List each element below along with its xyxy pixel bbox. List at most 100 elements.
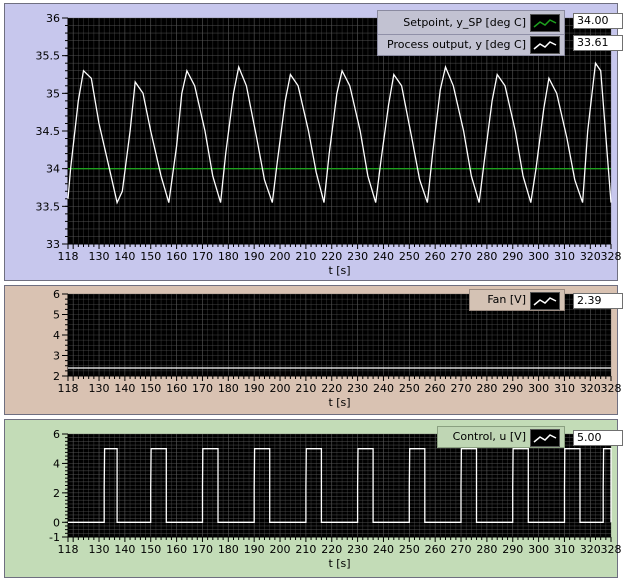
- fan-legend[interactable]: Fan [V]: [469, 289, 565, 311]
- y-tick-label: 0: [53, 516, 60, 529]
- legend-label-fan: Fan [V]: [487, 293, 526, 306]
- setpoint-readout: 34.00: [573, 13, 623, 29]
- x-tick-label: 130: [89, 250, 110, 263]
- legend-label-setpoint: Setpoint, y_SP [deg C]: [403, 16, 526, 29]
- x-tick-label: 150: [140, 250, 161, 263]
- x-tick-label: 210: [295, 382, 316, 395]
- temperature-legend: Setpoint, y_SP [deg C] Process output, y…: [377, 10, 565, 56]
- x-tick-label: 180: [218, 250, 239, 263]
- y-tick-label: 5: [53, 309, 60, 322]
- x-tick-label: 320: [580, 382, 601, 395]
- y-tick-label: -1: [49, 531, 60, 544]
- process-readout: 33.61: [573, 35, 623, 51]
- x-tick-label: 200: [270, 250, 291, 263]
- x-tick-label: 190: [244, 382, 265, 395]
- control-graph: 118 130 140 150 160 170 180 190 200 210 220 230 240 2…: [49, 428, 622, 570]
- process-line-swatch-icon: [530, 36, 560, 54]
- fan-line-swatch-icon: [530, 292, 560, 310]
- control-graph-panel: 118 130 140 150 160 170 180 190 200 210 220 230 240 2…: [4, 419, 623, 578]
- x-tick-label: 118: [58, 543, 79, 556]
- fan-readout: 2.39: [573, 293, 623, 309]
- x-tick-label: 230: [347, 382, 368, 395]
- y-tick-label: 34: [46, 163, 60, 176]
- y-tick-label: 6: [53, 288, 60, 301]
- x-tick-label: 270: [451, 543, 472, 556]
- x-tick-label: 310: [554, 543, 575, 556]
- x-axis-label: t [s]: [328, 557, 350, 570]
- y-tick-label: 3: [53, 350, 60, 363]
- x-tick-label: 118: [58, 250, 79, 263]
- x-tick-label: 130: [89, 543, 110, 556]
- axes: [65, 433, 612, 542]
- x-axis-label: t [s]: [328, 264, 350, 277]
- x-tick-label: 220: [321, 543, 342, 556]
- x-tick-label: 160: [166, 250, 187, 263]
- x-tick-label: 328: [601, 250, 622, 263]
- y-tick-label: 34.5: [36, 125, 61, 138]
- x-tick-label: 300: [528, 250, 549, 263]
- x-tick-label: 328: [601, 382, 622, 395]
- x-tick-label: 290: [502, 382, 523, 395]
- x-tick-label: 230: [347, 250, 368, 263]
- y-tick-label: 4: [53, 329, 60, 342]
- x-tick-label: 270: [451, 250, 472, 263]
- x-tick-label: 240: [373, 382, 394, 395]
- x-tick-label: 320: [580, 543, 601, 556]
- series-line: [67, 61, 612, 205]
- legend-label-process: Process output, y [deg C]: [387, 38, 526, 51]
- x-tick-label: 140: [114, 382, 135, 395]
- x-tick-label: 260: [425, 543, 446, 556]
- x-tick-label: 320: [580, 250, 601, 263]
- x-tick-label: 290: [502, 543, 523, 556]
- x-tick-label: 170: [192, 250, 213, 263]
- x-tick-label: 260: [425, 382, 446, 395]
- y-tick-label: 35: [46, 87, 60, 100]
- legend-row-process[interactable]: Process output, y [deg C]: [378, 34, 564, 56]
- y-tick-label: 33.5: [36, 200, 61, 213]
- y-tick-label: 6: [53, 428, 60, 441]
- temperature-graph-panel: 118 130 140 150 160 170 180 190 200 210 220 230 240 2…: [4, 3, 623, 281]
- x-tick-label: 140: [114, 543, 135, 556]
- x-tick-label: 260: [425, 250, 446, 263]
- control-line-swatch-icon: [530, 429, 560, 447]
- x-tick-label: 240: [373, 543, 394, 556]
- x-tick-label: 180: [218, 382, 239, 395]
- x-tick-label: 328: [601, 543, 622, 556]
- axes: [65, 293, 612, 381]
- x-tick-label: 118: [58, 382, 79, 395]
- x-tick-label: 180: [218, 543, 239, 556]
- x-tick-label: 220: [321, 250, 342, 263]
- x-tick-label: 130: [89, 382, 110, 395]
- legend-label-control: Control, u [V]: [452, 430, 526, 443]
- x-tick-label: 200: [270, 543, 291, 556]
- x-tick-label: 210: [295, 543, 316, 556]
- x-tick-label: 190: [244, 543, 265, 556]
- setpoint-line-swatch-icon: [530, 14, 560, 32]
- x-tick-label: 170: [192, 543, 213, 556]
- x-tick-label: 160: [166, 543, 187, 556]
- x-tick-label: 280: [476, 543, 497, 556]
- legend-row-setpoint[interactable]: Setpoint, y_SP [deg C]: [378, 12, 564, 34]
- series-line: [68, 448, 612, 523]
- x-tick-label: 240: [373, 250, 394, 263]
- x-tick-label: 140: [114, 250, 135, 263]
- x-tick-label: 200: [270, 382, 291, 395]
- y-tick-label: 4: [53, 457, 60, 470]
- x-tick-label: 250: [399, 543, 420, 556]
- x-tick-label: 300: [528, 382, 549, 395]
- x-tick-label: 190: [244, 250, 265, 263]
- x-tick-label: 150: [140, 382, 161, 395]
- y-tick-label: 35.5: [36, 50, 61, 63]
- x-tick-label: 250: [399, 382, 420, 395]
- x-tick-label: 300: [528, 543, 549, 556]
- control-legend[interactable]: Control, u [V]: [437, 426, 565, 448]
- x-axis-label: t [s]: [328, 396, 350, 409]
- x-tick-label: 280: [476, 250, 497, 263]
- y-tick-label: 36: [46, 12, 60, 25]
- x-tick-label: 150: [140, 543, 161, 556]
- x-tick-label: 290: [502, 250, 523, 263]
- x-tick-label: 270: [451, 382, 472, 395]
- x-tick-label: 210: [295, 250, 316, 263]
- x-tick-label: 250: [399, 250, 420, 263]
- y-tick-label: 2: [53, 487, 60, 500]
